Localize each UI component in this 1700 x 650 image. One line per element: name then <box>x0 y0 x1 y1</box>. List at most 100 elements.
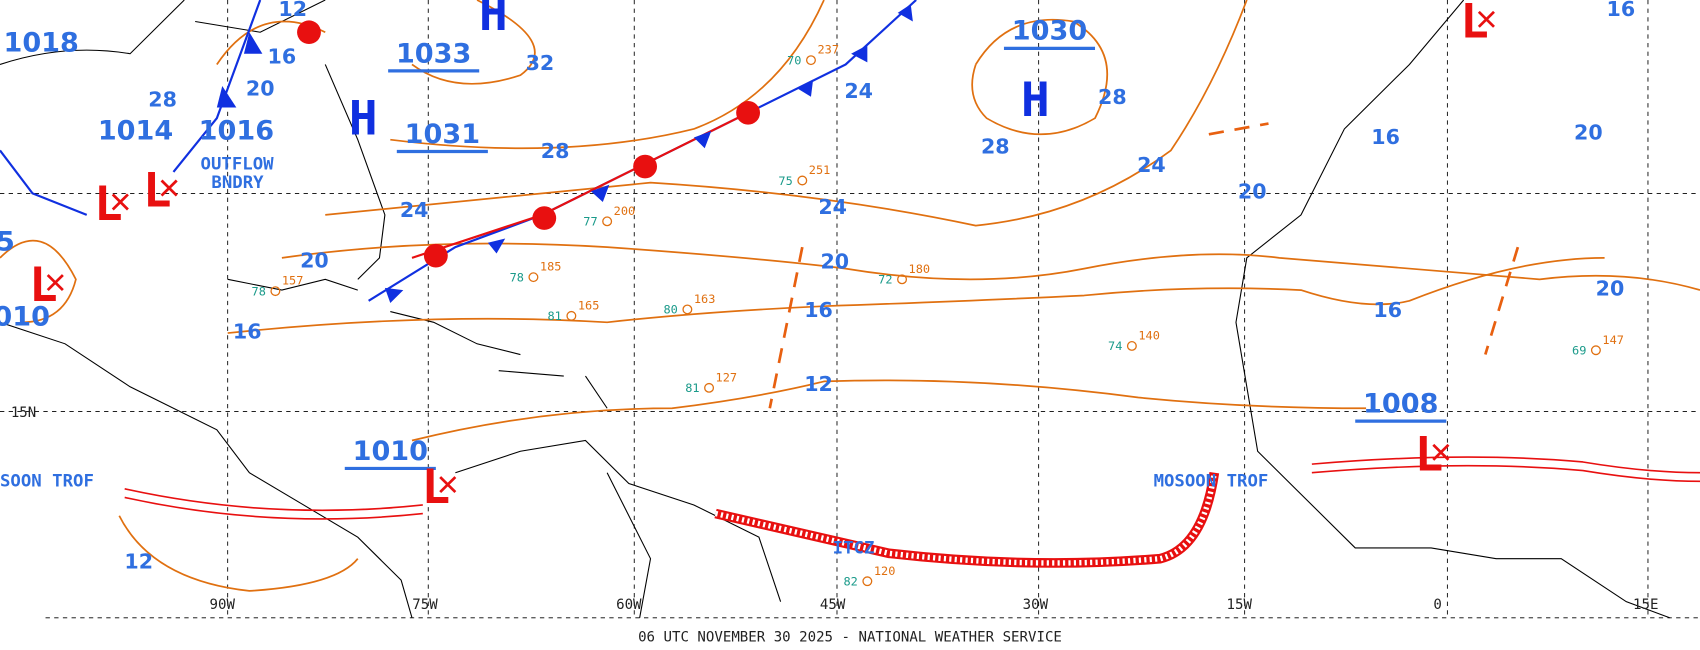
pressure-value: 1030 <box>1012 16 1087 47</box>
station-temp: 75 <box>778 174 792 188</box>
isobar-label: 24 <box>818 195 847 219</box>
pressure-value: 1018 <box>3 28 78 59</box>
station-circle <box>1590 345 1601 356</box>
station-pressure: 180 <box>909 262 931 276</box>
pressure-value: 1033 <box>396 38 471 69</box>
feature-label: SOON TROF <box>0 472 94 492</box>
station-pressure: 251 <box>809 163 831 177</box>
station-pressure: 237 <box>817 43 839 57</box>
coastline <box>0 0 1670 619</box>
footer: 06 UTC NOVEMBER 30 2025 - NATIONAL WEATH… <box>638 629 1062 645</box>
longitude-label: 15W <box>1227 597 1253 613</box>
isobar <box>411 0 536 85</box>
station-pressure: 200 <box>614 204 636 218</box>
longitude-label: 30W <box>1023 597 1049 613</box>
isobar <box>118 515 359 592</box>
station-temp: 74 <box>1108 339 1122 353</box>
station-circle <box>805 55 816 66</box>
warm-front-symbol <box>423 243 448 268</box>
station-circle <box>528 272 539 283</box>
station-temp: 81 <box>685 381 699 395</box>
trough <box>768 122 1520 409</box>
station-pressure: 163 <box>694 292 716 306</box>
station-temp: 78 <box>510 271 524 285</box>
station-temp: 77 <box>583 215 597 229</box>
pressure-value: 1008 <box>1363 389 1438 420</box>
warm-front-symbols <box>297 20 761 268</box>
cold-front <box>0 0 262 216</box>
isobar-label: 20 <box>820 250 849 274</box>
pressure-value: 5 <box>0 226 15 257</box>
longitude-label: 75W <box>412 597 438 613</box>
feature-label: OUTFLOW <box>201 155 275 175</box>
isobar-label: 16 <box>268 44 297 68</box>
pressure-value: 1031 <box>405 119 480 150</box>
isobar-label: 24 <box>1137 153 1166 177</box>
high-symbol: H <box>349 91 378 146</box>
isobar <box>227 256 1605 334</box>
latitude-label: 15N <box>11 405 36 421</box>
grid-lines <box>0 0 1700 619</box>
station-circle <box>602 216 613 227</box>
low-cross <box>1432 443 1450 461</box>
station-pressure: 165 <box>578 298 600 312</box>
isobar-label: 16 <box>1607 0 1636 21</box>
station-temp: 81 <box>548 309 562 323</box>
low-cross <box>439 476 457 494</box>
longitude-label: 15E <box>1633 597 1658 613</box>
fronts <box>0 0 1700 568</box>
pressure-value: 1010 <box>353 436 428 467</box>
monsoon-trough <box>1311 456 1700 483</box>
cold-front-symbol <box>897 4 913 22</box>
station-circle <box>897 274 908 285</box>
station-pressure: 147 <box>1602 333 1624 347</box>
cold-front-symbol <box>243 32 263 54</box>
pressure-value: 1014 <box>98 116 173 147</box>
warm-front-symbol <box>736 100 761 125</box>
station-pressure: 140 <box>1138 329 1160 343</box>
cold-front-symbol <box>693 131 712 149</box>
feature-label: BNDRY <box>211 173 264 193</box>
isobar-label: 24 <box>844 79 873 103</box>
station-temp: 80 <box>664 303 678 317</box>
high-symbol: H <box>1021 73 1050 128</box>
high-symbol: H <box>479 0 508 42</box>
isobar-label: 32 <box>526 51 555 75</box>
isobar-label: 16 <box>1371 125 1400 149</box>
station-pressure: 127 <box>716 370 738 384</box>
warm-front-symbol <box>532 206 557 230</box>
isobar-label: 20 <box>300 249 329 273</box>
longitude-label: 45W <box>820 597 846 613</box>
station-circle <box>566 310 577 321</box>
cold-front-symbol <box>384 287 404 303</box>
station-circle <box>797 175 808 186</box>
station-temp: 70 <box>787 54 801 68</box>
isobar-label: 20 <box>1574 121 1603 145</box>
station-pressure: 120 <box>874 564 896 578</box>
isobar <box>325 0 1248 227</box>
isobar-label: 28 <box>1098 85 1127 109</box>
station-circle <box>862 576 873 587</box>
graticule <box>0 0 1700 619</box>
pressure-value: 010 <box>0 302 50 333</box>
isobar <box>411 379 1367 442</box>
longitude-label: 0 <box>1433 597 1441 613</box>
itcz-hatch <box>714 472 1217 566</box>
isobar-label: 28 <box>981 135 1010 159</box>
isobar-label: 20 <box>1596 277 1625 301</box>
station-circle <box>704 382 715 393</box>
islands <box>390 311 608 409</box>
station-temp: 78 <box>252 285 266 299</box>
isobar-label: 28 <box>541 139 570 163</box>
isobar-label: 12 <box>278 0 307 21</box>
longitude-label: 90W <box>210 597 236 613</box>
isobar <box>971 18 1108 136</box>
station-circle <box>1126 341 1137 351</box>
longitude-label: 60W <box>616 597 642 613</box>
coastlines <box>0 0 1670 619</box>
low-cross <box>1477 10 1495 28</box>
isobar-label: 20 <box>1238 180 1267 204</box>
pressure-value: 1016 <box>199 116 274 147</box>
